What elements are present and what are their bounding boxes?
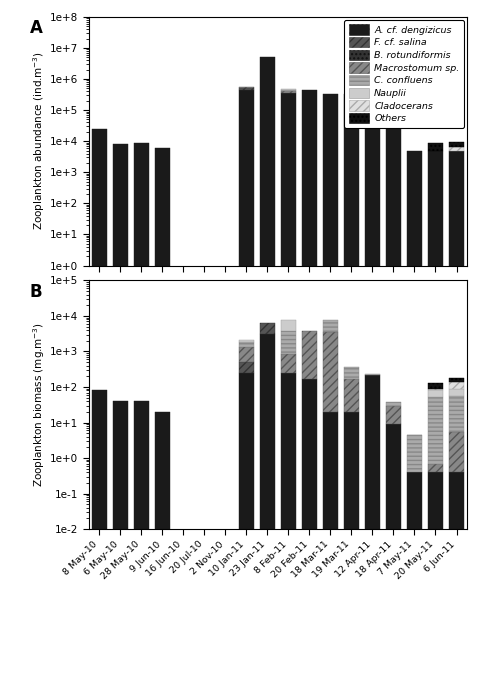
Bar (365, 375, 380, 674)
Bar (91, 390, 107, 674)
Bar (323, 332, 338, 412)
Bar (281, 89, 296, 90)
Bar (260, 57, 275, 674)
Bar (386, 109, 401, 674)
Bar (449, 472, 464, 674)
Bar (239, 90, 254, 674)
Bar (113, 144, 128, 674)
Bar (428, 150, 443, 674)
Bar (239, 347, 254, 362)
Bar (302, 90, 317, 674)
Bar (260, 334, 275, 674)
Bar (281, 373, 296, 674)
Bar (428, 472, 443, 674)
Bar (344, 379, 359, 412)
Bar (155, 412, 170, 674)
Bar (449, 382, 464, 390)
Bar (281, 331, 296, 354)
Bar (302, 379, 317, 674)
Bar (113, 401, 128, 674)
Bar (155, 148, 170, 674)
Bar (344, 412, 359, 674)
Bar (281, 319, 296, 331)
Bar (449, 390, 464, 396)
Bar (407, 435, 422, 472)
Bar (134, 144, 149, 674)
Bar (344, 94, 359, 674)
Bar (281, 90, 296, 92)
Bar (449, 151, 464, 674)
Bar (239, 87, 254, 88)
Bar (323, 320, 338, 332)
Bar (323, 412, 338, 674)
Bar (449, 142, 464, 148)
Bar (407, 150, 422, 674)
Bar (428, 384, 443, 390)
Bar (428, 143, 443, 150)
Bar (281, 93, 296, 674)
Bar (386, 402, 401, 406)
Bar (134, 401, 149, 674)
Bar (449, 148, 464, 151)
Bar (449, 396, 464, 432)
Bar (302, 332, 317, 379)
Text: B: B (30, 283, 43, 301)
Bar (386, 406, 401, 424)
Bar (428, 390, 443, 398)
Bar (386, 424, 401, 674)
Bar (344, 367, 359, 379)
Bar (239, 373, 254, 674)
Legend: A. cf. dengizicus, F. cf. salina, B. rotundiformis, Macrostomum sp., C. confluen: A. cf. dengizicus, F. cf. salina, B. rot… (344, 20, 464, 128)
Bar (91, 129, 107, 674)
Bar (428, 464, 443, 472)
Bar (449, 378, 464, 382)
Bar (323, 94, 338, 674)
Y-axis label: Zooplankton abundance (ind.m$^{-3}$): Zooplankton abundance (ind.m$^{-3}$) (31, 52, 47, 231)
Bar (449, 432, 464, 472)
Bar (365, 374, 380, 375)
Text: A: A (30, 20, 43, 37)
Bar (281, 354, 296, 373)
Y-axis label: Zooplankton biomass (mg.m$^{-3}$): Zooplankton biomass (mg.m$^{-3}$) (31, 322, 47, 487)
Bar (407, 472, 422, 674)
Bar (239, 88, 254, 90)
Bar (239, 340, 254, 342)
Bar (428, 398, 443, 464)
Bar (365, 94, 380, 674)
Bar (281, 92, 296, 93)
Bar (260, 323, 275, 334)
Bar (239, 362, 254, 373)
Bar (239, 342, 254, 347)
